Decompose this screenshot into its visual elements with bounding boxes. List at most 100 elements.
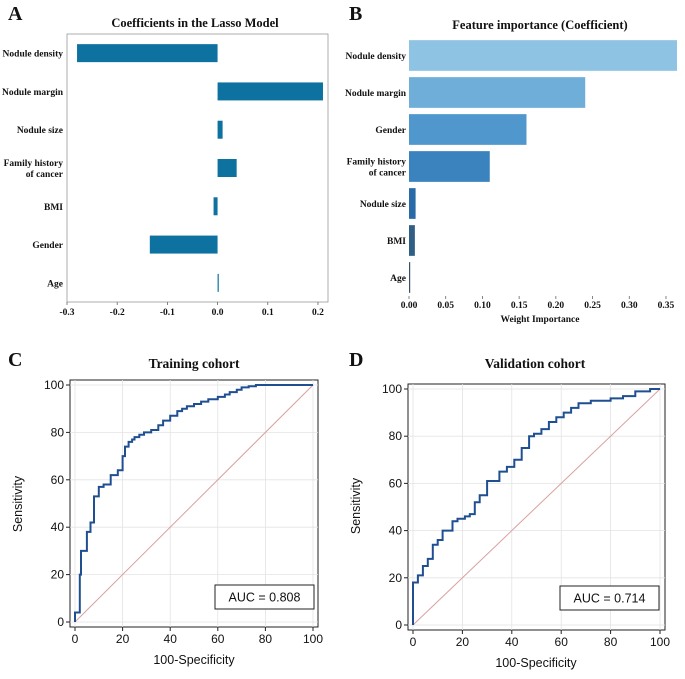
panel-c-xtick-label: 80	[259, 632, 273, 646]
panel-b-bar-gender	[409, 114, 527, 145]
panel-d-ytick-label: 20	[389, 571, 403, 585]
panel-b-category-label: Nodule density	[346, 52, 407, 62]
panel-b-feature-importance: Feature importance (Coefficient) Weight …	[345, 18, 677, 325]
panel-b-bar-family-history-of-cancer	[409, 151, 490, 182]
panel-a-xtick-label: 0.2	[312, 308, 324, 318]
panel-d-auc-box	[559, 585, 660, 611]
panel-a-category-label: Nodule margin	[2, 88, 64, 98]
panel-d-validation-roc: Validation cohort 100-Specificity Sensit…	[349, 356, 670, 670]
panel-b-category-label: BMI	[387, 237, 406, 247]
panel-a-category-label: Age	[47, 279, 63, 289]
panel-c-xtick-label: 100	[303, 632, 323, 646]
panel-b-bar-nodule-density	[409, 40, 677, 71]
panel-d-plot-frame	[407, 383, 666, 631]
panel-b-category-label-line: Age	[390, 274, 406, 284]
panel-c-xlabel: 100-Specificity	[153, 653, 235, 667]
panel-a-category-label-line: Nodule size	[17, 126, 63, 136]
panel-d-ytick-label: 100	[382, 382, 402, 396]
panel-d-xtick-label: 60	[555, 635, 569, 649]
panel-c-title: Training cohort	[149, 356, 240, 371]
panel-d-reference-line	[412, 388, 661, 626]
panel-b-xtick-label: 0.25	[584, 301, 601, 311]
panel-b-category-label-line: of cancer	[369, 169, 407, 179]
panel-a-bar-bmi	[213, 197, 218, 216]
panel-a-bar-family-history-of-cancer	[217, 159, 237, 177]
panel-b-xtick-label: 0.35	[658, 301, 675, 311]
panel-c-xtick-label: 60	[211, 632, 225, 646]
panel-b-category-label: Nodule size	[360, 200, 406, 210]
panel-a-bar-age	[217, 273, 219, 292]
panel-a-category-label-line: Nodule margin	[2, 88, 64, 98]
panel-a-lasso-coefficients: Coefficients in the Lasso Model Nodule d…	[2, 16, 329, 318]
panel-a-bar-gender	[149, 235, 218, 254]
panel-letter-d: D	[349, 349, 363, 371]
panel-b-bar-bmi	[409, 225, 415, 256]
panel-a-bar-nodule-margin	[217, 82, 323, 101]
panel-a-category-label-line: Nodule density	[3, 50, 64, 60]
panel-a-category-label-line: of cancer	[26, 170, 64, 180]
panel-b-xtick-label: 0.10	[474, 301, 491, 311]
panel-d-ytick-label: 40	[389, 524, 403, 538]
panel-c-ytick-label: 0	[57, 615, 64, 629]
panel-a-xtick-label: -0.2	[110, 308, 125, 318]
panel-d-ytick-label: 60	[389, 476, 403, 490]
panel-c-auc-box	[214, 584, 315, 610]
panel-d-ytick-label: 0	[395, 618, 402, 632]
panel-d-auc-label: AUC = 0.714	[574, 592, 646, 606]
panel-a-xtick-label: 0.0	[212, 308, 224, 318]
panel-c-reference-line	[74, 384, 314, 623]
panel-d-xtick-label: 100	[650, 635, 670, 649]
panel-b-category-label-line: BMI	[387, 237, 406, 247]
panel-b-category-label: Nodule margin	[345, 89, 407, 99]
panel-c-ytick-label: 20	[51, 568, 65, 582]
panel-d-xlabel: 100-Specificity	[495, 656, 577, 670]
panel-b-category-label-line: Nodule margin	[345, 89, 407, 99]
panel-a-bar-nodule-density	[77, 44, 218, 63]
panel-b-xtick-label: 0.15	[511, 301, 528, 311]
panel-b-category-label: Age	[390, 274, 406, 284]
panel-b-category-label-line: Nodule density	[346, 52, 407, 62]
panel-c-auc-label: AUC = 0.808	[229, 591, 301, 605]
panel-d-ytick-label: 80	[389, 429, 403, 443]
panel-d-xtick-label: 0	[410, 635, 417, 649]
panel-c-ytick-label: 80	[51, 425, 65, 439]
panel-a-category-label-line: BMI	[44, 203, 63, 213]
panel-c-training-roc: Training cohort 100-Specificity Sensitiv…	[11, 356, 323, 667]
panel-b-bar-age	[409, 262, 411, 293]
panel-b-title: Feature importance (Coefficient)	[452, 18, 627, 32]
panel-letter-b: B	[349, 3, 362, 25]
panel-b-category-label: Family history of cancer	[347, 158, 407, 179]
panel-a-xtick-label: 0.1	[262, 308, 274, 318]
panel-d-xtick-label: 40	[505, 635, 519, 649]
panel-b-xtick-label: 0.00	[401, 301, 418, 311]
panel-a-category-label: Gender	[32, 241, 63, 251]
panel-b-bar-nodule-size	[409, 188, 416, 219]
panel-a-xtick-label: -0.1	[160, 308, 175, 318]
panel-a-category-label: Nodule density	[3, 50, 64, 60]
panel-a-title: Coefficients in the Lasso Model	[111, 16, 279, 30]
panel-b-xtick-label: 0.30	[621, 301, 638, 311]
panel-b-xlabel: Weight Importance	[501, 315, 580, 325]
panel-letter-c: C	[8, 349, 22, 371]
panel-letter-a: A	[8, 3, 23, 25]
panel-d-title: Validation cohort	[485, 356, 586, 371]
panel-a-category-label-line: Family history	[4, 159, 64, 169]
panel-c-ylabel: Sensitivity	[11, 475, 25, 532]
panel-a-bar-nodule-size	[217, 120, 223, 139]
panel-c-plot-frame	[69, 379, 319, 628]
panel-a-plot-frame	[66, 33, 329, 303]
panel-c-xtick-label: 0	[72, 632, 79, 646]
panel-a-category-label: Nodule size	[17, 126, 63, 136]
panel-c-xtick-label: 20	[116, 632, 130, 646]
panel-d-roc-curve	[412, 388, 660, 625]
panel-a-category-label: BMI	[44, 203, 63, 213]
panel-c-roc-curve	[74, 384, 313, 622]
panel-d-xtick-label: 20	[456, 635, 470, 649]
panel-b-category-label-line: Nodule size	[360, 200, 406, 210]
panel-b-bar-nodule-margin	[409, 77, 586, 108]
panel-a-category-label-line: Gender	[32, 241, 63, 251]
panel-b-xtick-label: 0.05	[437, 301, 454, 311]
panel-d-xtick-label: 80	[604, 635, 618, 649]
panel-c-ytick-label: 40	[51, 520, 65, 534]
